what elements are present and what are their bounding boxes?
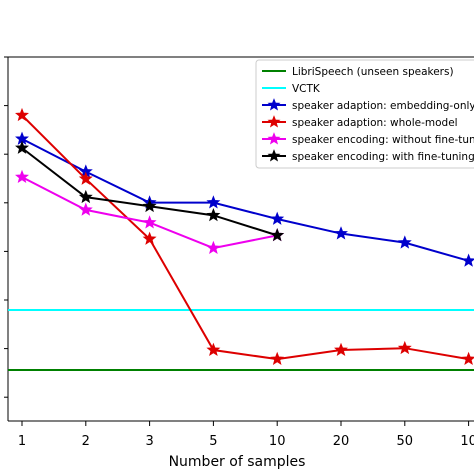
legend-marker — [267, 132, 281, 145]
series-layer — [8, 107, 474, 372]
data-point — [15, 140, 29, 154]
data-point — [270, 211, 285, 225]
series-5 — [15, 140, 285, 242]
x-tick-label: 50 — [397, 434, 414, 449]
legend-marker — [267, 98, 281, 111]
data-point — [206, 240, 221, 255]
series-line — [21, 138, 469, 262]
series-3 — [15, 107, 474, 366]
data-point — [397, 340, 412, 355]
legend-entry: speaker encoding: without fine-tuning — [292, 134, 474, 146]
legend-marker — [267, 149, 281, 162]
legend-entry: speaker adaption: whole-model — [292, 117, 458, 129]
legend-entry: speaker encoding: with fine-tuning — [292, 151, 474, 163]
data-point — [78, 189, 93, 204]
legend-entry: LibriSpeech (unseen speakers) — [292, 66, 454, 78]
x-tick-label: 10 — [269, 434, 286, 449]
data-point — [78, 202, 93, 216]
x-tick-label: 3 — [145, 434, 153, 449]
data-point — [15, 107, 29, 122]
x-axis-label: Number of samples — [169, 454, 306, 470]
x-tick-label: 5 — [209, 434, 217, 449]
data-point — [334, 342, 348, 356]
x-axis-ticks: 1 2 3 5 10 20 50 10 — [18, 421, 474, 449]
data-point — [78, 171, 93, 185]
data-point — [270, 228, 285, 242]
x-tick-label: 1 — [18, 434, 26, 449]
series-line — [21, 114, 469, 361]
x-tick-label: 20 — [333, 434, 350, 449]
legend-box — [255, 59, 474, 169]
data-point — [15, 169, 29, 184]
data-point — [142, 198, 157, 213]
data-point — [206, 208, 221, 222]
data-point — [397, 235, 412, 249]
data-point — [270, 351, 285, 366]
legend: LibriSpeech (unseen speakers) VCTK speaker… — [255, 59, 474, 169]
data-point — [142, 231, 157, 245]
x-tick-label: 10 — [460, 434, 474, 449]
legend-entry: speaker adaption: embedding-only — [292, 100, 474, 112]
data-point — [206, 342, 221, 356]
x-tick-label: 2 — [82, 434, 90, 449]
data-point — [461, 351, 474, 366]
data-point — [142, 215, 157, 229]
data-point — [461, 253, 474, 267]
data-point — [334, 226, 348, 240]
legend-marker — [267, 115, 281, 128]
legend-entry: VCTK — [292, 83, 321, 95]
data-point — [206, 195, 221, 209]
